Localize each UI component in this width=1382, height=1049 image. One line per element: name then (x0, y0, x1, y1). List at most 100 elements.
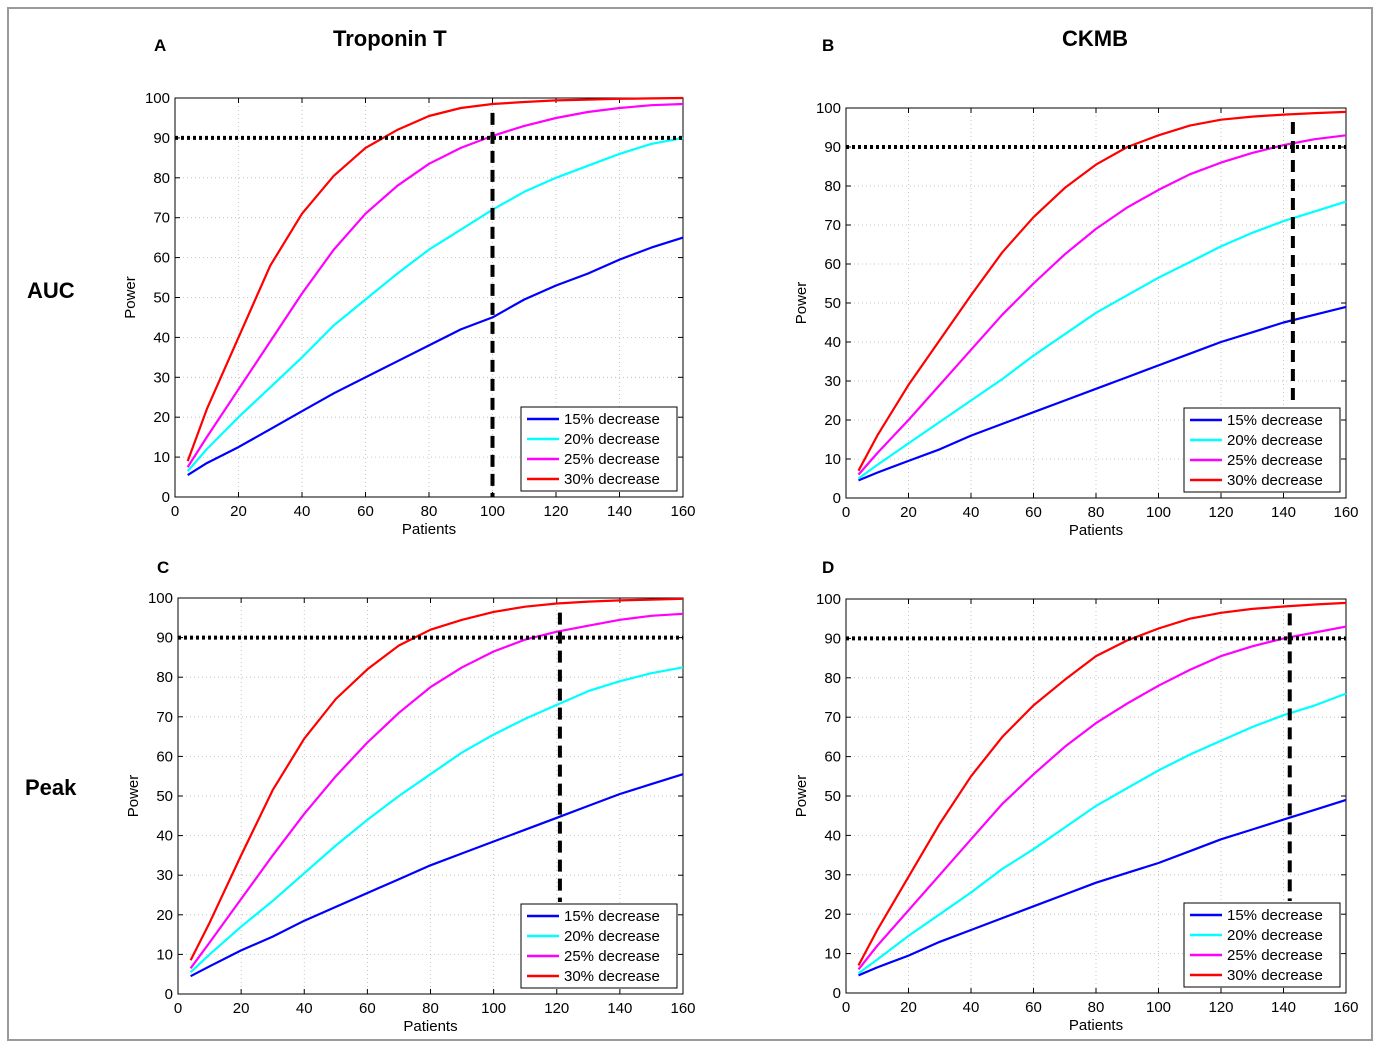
chart-d-series-line-1 (858, 798, 1347, 977)
chart-b-ytick-label: 30 (824, 373, 841, 390)
chart-b-xtick-label: 40 (963, 504, 980, 521)
chart-b-legend-label-4: 30% decrease (1227, 472, 1323, 489)
chart-c-xtick-label: 0 (174, 1000, 182, 1017)
chart-c-ylabel: Power (125, 775, 142, 818)
chart-a-ytick-label: 70 (153, 210, 170, 227)
chart-b-xtick-label: 120 (1208, 504, 1233, 521)
chart-a-series-line-2 (186, 136, 684, 472)
chart-d-ytick-label: 40 (824, 827, 841, 844)
chart-b-ylabel: Power (793, 282, 810, 325)
chart-c-xtick-label: 20 (233, 1000, 250, 1017)
chart-b-series-line-2 (857, 200, 1347, 480)
chart-d-legend-label-4: 30% decrease (1227, 967, 1323, 984)
chart-d-series-line-3 (857, 625, 1347, 971)
chart-a-series-line-4 (186, 96, 684, 462)
chart-a-xtick-label: 60 (357, 503, 374, 520)
chart-b-xtick-label: 140 (1271, 504, 1296, 521)
chart-b-ytick-label: 50 (824, 295, 841, 312)
chart-d-xtick-label: 140 (1271, 999, 1296, 1016)
chart-b-ytick-label: 10 (824, 451, 841, 468)
chart-a-ytick-label: 100 (145, 90, 170, 107)
chart-d-xtick-label: 100 (1146, 999, 1171, 1016)
chart-a-legend-label-1: 15% decrease (564, 411, 660, 428)
panel-letter-c: C (157, 558, 170, 577)
chart-c-ytick-label: 40 (156, 828, 173, 845)
chart-c-series-line-1 (190, 773, 684, 978)
chart-c-xtick-label: 120 (544, 1000, 569, 1017)
chart-d-ylabel: Power (793, 775, 810, 818)
chart-b-legend-box (1183, 407, 1341, 493)
panel-letter-d: D (822, 558, 835, 577)
chart-a-legend-label-3: 25% decrease (564, 451, 660, 468)
chart-a-series-line-3 (186, 102, 684, 468)
chart-b-ytick-label: 0 (833, 490, 841, 507)
chart-d-xtick-label: 160 (1333, 999, 1358, 1016)
chart-d-series-line-2 (857, 692, 1347, 975)
column-title-troponin: Troponin T (333, 26, 447, 51)
chart-a-xtick-label: 20 (230, 503, 247, 520)
chart-d-xtick-label: 60 (1025, 999, 1042, 1016)
chart-c-xtick-label: 140 (607, 1000, 632, 1017)
chart-b-ytick-label: 20 (824, 412, 841, 429)
panel-letter-a: A (154, 36, 167, 55)
chart-b-ytick-label: 80 (824, 178, 841, 195)
chart-a-xtick-label: 140 (607, 503, 632, 520)
chart-b-legend-label-1: 15% decrease (1227, 412, 1323, 429)
chart-d-ytick-label: 20 (824, 906, 841, 923)
chart-a-xtick-label: 80 (421, 503, 438, 520)
chart-c-legend-label-4: 30% decrease (564, 968, 660, 985)
chart-b-xtick-label: 0 (842, 504, 850, 521)
chart-a-ytick-label: 50 (153, 290, 170, 307)
chart-b-ytick-label: 60 (824, 256, 841, 273)
chart-a-ytick-label: 10 (153, 449, 170, 466)
chart-d-ytick-label: 10 (824, 946, 841, 963)
chart-c-ytick-label: 50 (156, 788, 173, 805)
chart-c-series-line-3 (189, 612, 684, 969)
chart-d-ytick-label: 70 (824, 709, 841, 726)
chart-b-legend-label-2: 20% decrease (1227, 432, 1323, 449)
chart-b-series-line-3 (857, 134, 1347, 476)
chart-a-ytick-label: 0 (162, 489, 170, 506)
chart-c-xtick-label: 160 (670, 1000, 695, 1017)
chart-c-ytick-label: 20 (156, 907, 173, 924)
chart-b-legend-label-3: 25% decrease (1227, 452, 1323, 469)
chart-a-ytick-label: 80 (153, 170, 170, 187)
chart-c-legend-label-2: 20% decrease (564, 928, 660, 945)
chart-b-xlabel: Patients (1069, 522, 1123, 539)
chart-b-xtick-label: 100 (1146, 504, 1171, 521)
chart-b-xtick-label: 20 (900, 504, 917, 521)
chart-a-ytick-label: 20 (153, 409, 170, 426)
chart-b-ytick-label: 70 (824, 217, 841, 234)
chart-a-xtick-label: 0 (171, 503, 179, 520)
chart-c-ytick-label: 100 (148, 590, 173, 607)
chart-b-ytick-label: 100 (816, 100, 841, 117)
chart-c-xlabel: Patients (403, 1018, 457, 1035)
chart-a-ytick-label: 60 (153, 250, 170, 267)
chart-a-xtick-label: 120 (543, 503, 568, 520)
chart-a-legend-box (520, 406, 678, 492)
chart-d-ytick-label: 90 (824, 630, 841, 647)
chart-d-xtick-label: 40 (963, 999, 980, 1016)
chart-b-xtick-label: 160 (1333, 504, 1358, 521)
chart-d-xtick-label: 0 (842, 999, 850, 1016)
chart-c-legend-label-1: 15% decrease (564, 908, 660, 925)
chart-d-legend-box (1183, 902, 1341, 988)
chart-d-xtick-label: 120 (1208, 999, 1233, 1016)
row-label-auc: AUC (27, 278, 75, 303)
chart-a-legend-label-4: 30% decrease (564, 471, 660, 488)
chart-d-ytick-label: 80 (824, 670, 841, 687)
chart-d-ytick-label: 30 (824, 867, 841, 884)
chart-a-legend-label-2: 20% decrease (564, 431, 660, 448)
chart-a-xtick-label: 160 (670, 503, 695, 520)
chart-b-xtick-label: 80 (1088, 504, 1105, 521)
chart-b-xtick-label: 60 (1025, 504, 1042, 521)
chart-b-ytick-label: 40 (824, 334, 841, 351)
chart-a-xtick-label: 100 (480, 503, 505, 520)
chart-c-series-line-2 (189, 666, 684, 974)
chart-d-ytick-label: 100 (816, 591, 841, 608)
chart-d-legend-label-1: 15% decrease (1227, 907, 1323, 924)
